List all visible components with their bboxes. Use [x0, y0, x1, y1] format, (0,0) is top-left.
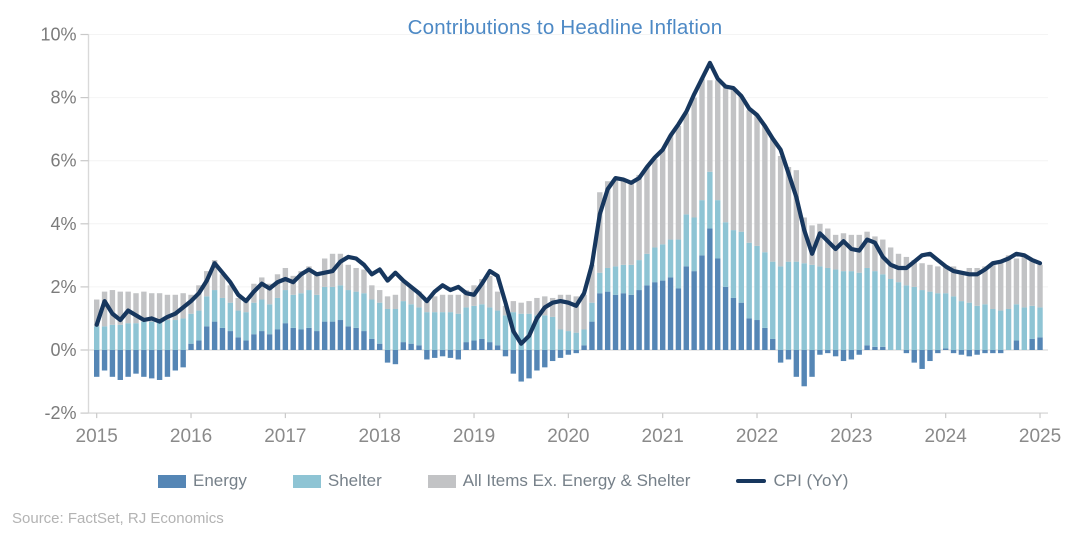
legend-label-energy: Energy — [193, 471, 247, 490]
all-items-ex-swatch-icon — [427, 474, 456, 488]
svg-text:2022: 2022 — [736, 426, 778, 447]
svg-text:2016: 2016 — [170, 426, 212, 447]
shelter-swatch-icon — [292, 474, 321, 488]
svg-text:2020: 2020 — [547, 426, 589, 447]
svg-text:-2%: -2% — [44, 403, 76, 423]
svg-text:2023: 2023 — [830, 426, 872, 447]
cpi-line-swatch-icon — [736, 478, 767, 484]
svg-text:2018: 2018 — [359, 426, 401, 447]
legend-item-shelter: Shelter — [292, 471, 382, 491]
svg-text:2025: 2025 — [1019, 426, 1061, 447]
cpi-yoy-line — [94, 60, 1043, 346]
energy-swatch-icon — [158, 474, 186, 488]
y-axis-labels: 10% 8% 6% 4% 2% 0% -2% — [40, 25, 89, 423]
svg-text:2019: 2019 — [453, 426, 495, 447]
svg-text:6%: 6% — [50, 151, 76, 171]
legend-label-cpi: CPI (YoY) — [773, 471, 849, 490]
svg-text:8%: 8% — [50, 88, 76, 108]
svg-text:2021: 2021 — [642, 426, 684, 447]
svg-text:2%: 2% — [50, 277, 76, 297]
source-note: Source: FactSet, RJ Economics — [12, 510, 224, 527]
legend-label-all-items-ex: All Items Ex. Energy & Shelter — [462, 471, 691, 490]
svg-text:10%: 10% — [40, 25, 76, 45]
legend-item-all-items-ex: All Items Ex. Energy & Shelter — [427, 471, 691, 491]
legend-label-shelter: Shelter — [327, 471, 382, 490]
legend-item-energy: Energy — [158, 471, 247, 491]
chart-plot: 10% 8% 6% 4% 2% 0% -2%2015 2016 2017 2018 2019 2020… — [40, 25, 1061, 448]
bars-energy — [94, 228, 1043, 387]
axes: 10% 8% 6% 4% 2% 0% -2%2015 2016 2017 2018 2019 2020… — [40, 25, 1061, 448]
svg-text:2015: 2015 — [76, 426, 118, 447]
chart-legend: Energy Shelter All Items Ex. Energy & Sh… — [158, 471, 848, 491]
x-axis-labels: 2015 2016 2017 2018 2019 2020 2021 2022 2023 2024… — [76, 413, 1061, 447]
svg-text:4%: 4% — [50, 214, 76, 234]
svg-text:0%: 0% — [50, 340, 76, 360]
legend-item-cpi: CPI (YoY) — [736, 471, 848, 491]
bars-shelter — [94, 171, 1043, 350]
svg-text:2017: 2017 — [264, 426, 306, 447]
chart-title: Contributions to Headline Inflation — [407, 16, 723, 39]
svg-text:2024: 2024 — [925, 426, 968, 447]
